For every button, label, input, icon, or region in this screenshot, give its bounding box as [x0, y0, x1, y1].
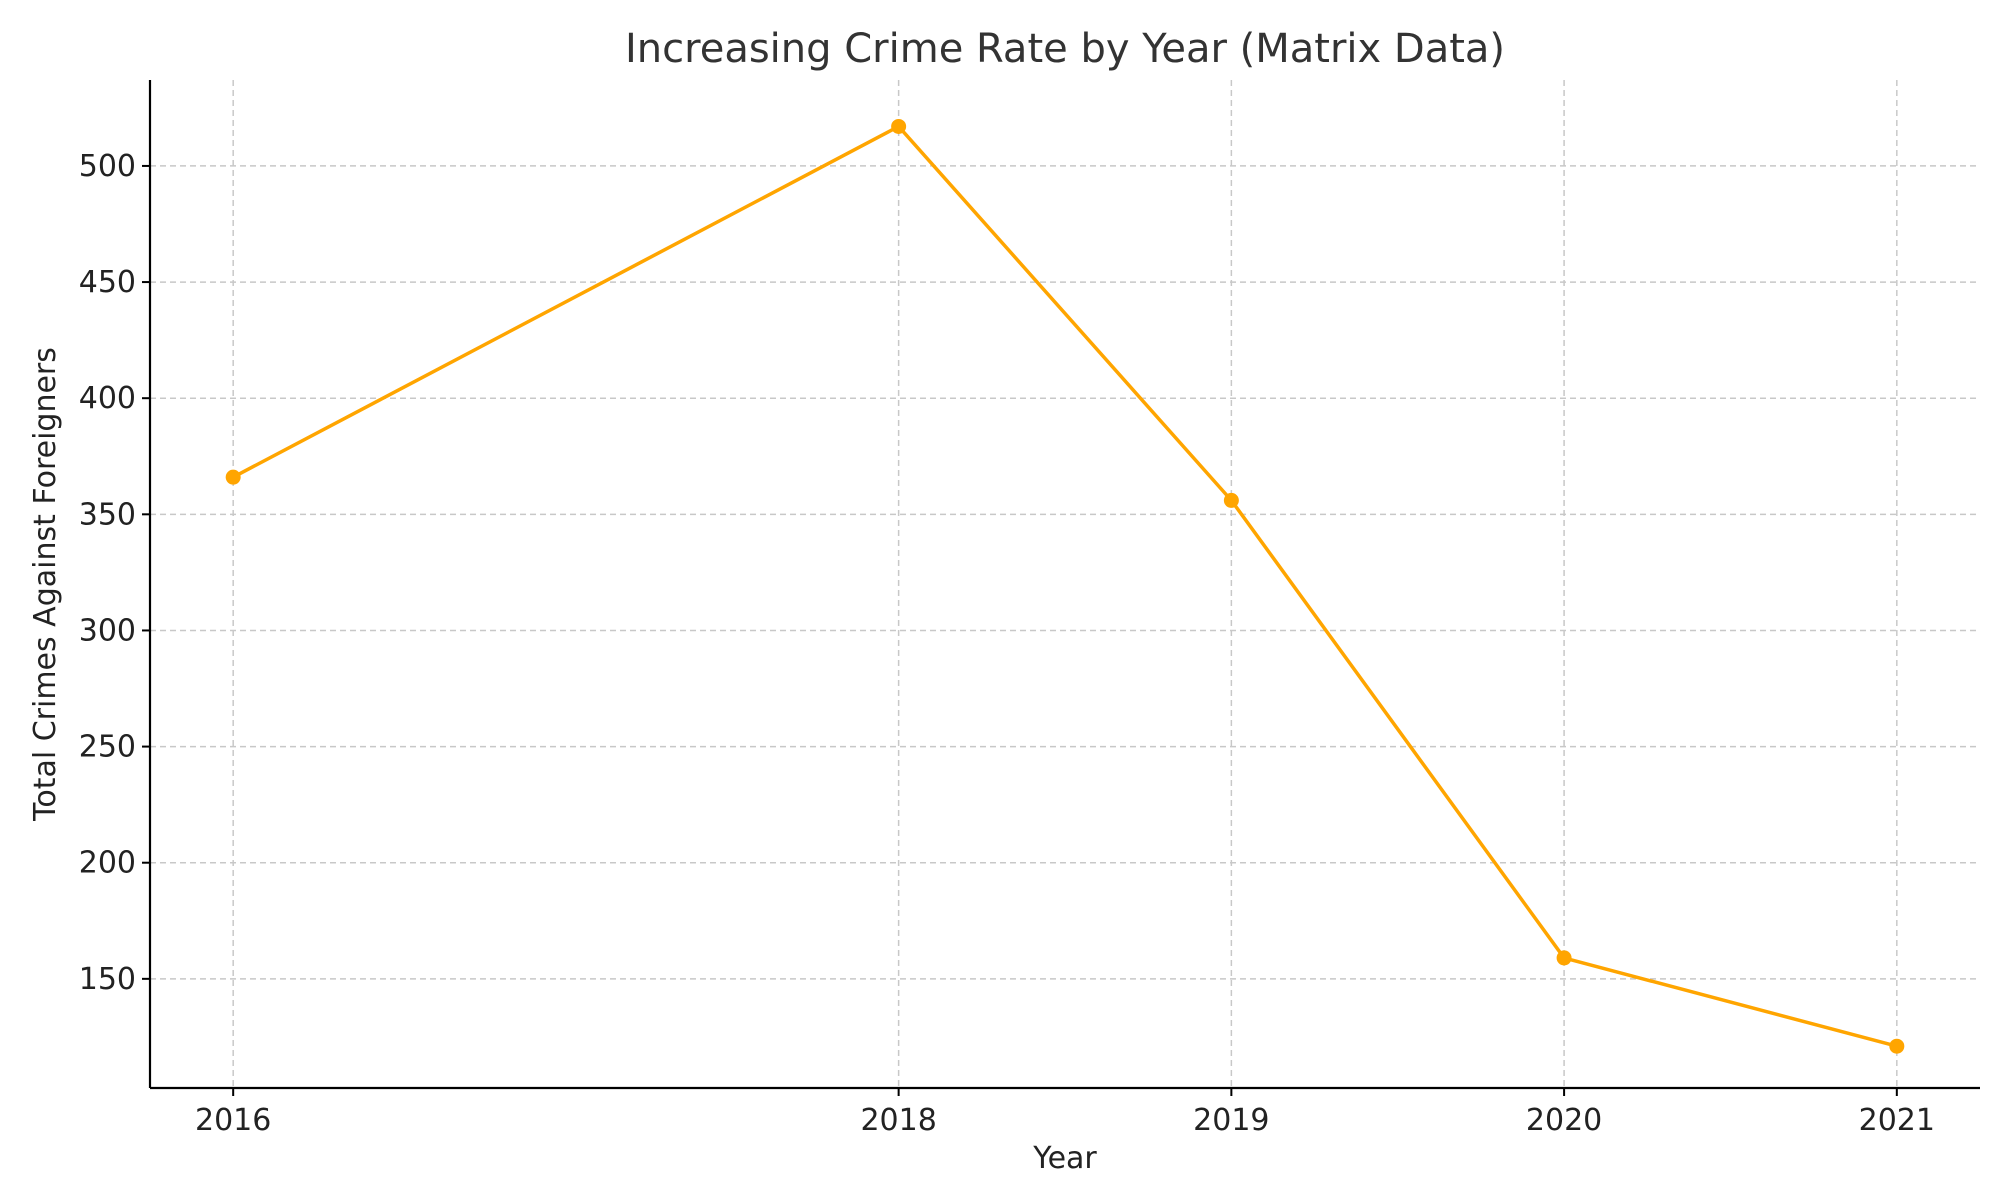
y-tick-label: 400	[79, 381, 136, 416]
x-tick-label: 2016	[195, 1103, 271, 1138]
x-axis-label: Year	[1032, 1141, 1097, 1176]
y-axis-label: Total Crimes Against Foreigners	[28, 347, 63, 822]
y-tick-label: 250	[79, 730, 136, 765]
y-tick-label: 500	[79, 149, 136, 184]
chart-title: Increasing Crime Rate by Year (Matrix Da…	[625, 26, 1505, 72]
x-tick-label: 2018	[860, 1103, 936, 1138]
axes	[148, 80, 1980, 1090]
y-tick-label: 150	[79, 962, 136, 997]
x-tick-label: 2021	[1859, 1103, 1935, 1138]
series-layer	[225, 118, 1905, 1054]
data-point	[1223, 492, 1239, 508]
x-tick-label: 2020	[1526, 1103, 1602, 1138]
series-line	[232, 124, 1898, 1048]
y-tick-label: 350	[79, 497, 136, 532]
data-point	[225, 469, 241, 485]
data-point	[1556, 950, 1572, 966]
y-tick-label: 300	[79, 613, 136, 648]
y-tick-label: 200	[79, 846, 136, 881]
y-tick-label: 450	[79, 265, 136, 300]
data-point	[1889, 1038, 1905, 1054]
data-point	[891, 118, 907, 134]
grid	[150, 80, 1980, 1088]
x-tick-label: 2019	[1193, 1103, 1269, 1138]
ticks: 150 200 250 300 350 400 450 500 2016 2018 2019 2020…	[79, 149, 1935, 1138]
